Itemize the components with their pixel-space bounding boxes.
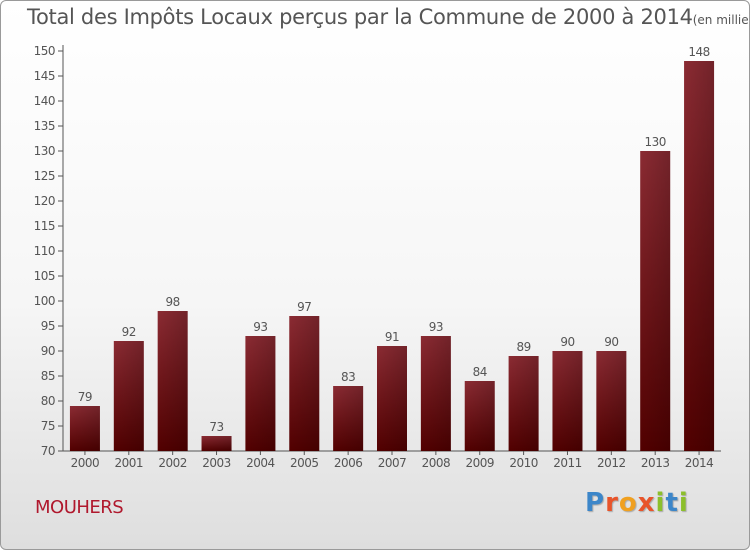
bar-2011 [552,351,583,451]
logo-letter: r [605,488,619,518]
bar-value-label: 97 [297,300,311,314]
bar-2013 [640,151,671,451]
bar-value-label: 130 [644,135,665,149]
bar-value-label: 93 [253,320,267,334]
x-tick-label: 2004 [246,456,275,470]
x-tick-label: 2008 [422,456,451,470]
chart-title-text: Total des Impôts Locaux perçus par la Co… [27,5,693,29]
y-tick-label: 105 [34,269,55,283]
chart-title: Total des Impôts Locaux perçus par la Co… [27,5,749,29]
bar-shade [508,356,539,451]
bar-2006 [333,386,364,451]
bar-2008 [420,336,451,451]
bar-shade [420,336,451,451]
logo-letter: P [585,488,606,518]
bar-value-label: 98 [166,295,180,309]
bar-2003 [201,436,232,451]
bar-shade [552,351,583,451]
logo-letter: x [637,488,656,518]
bar-shade [157,311,188,451]
bar-shade [245,336,276,451]
x-tick-label: 2011 [553,456,582,470]
x-tick-label: 2001 [115,456,144,470]
bar-value-label: 90 [560,335,574,349]
bar-2012 [596,351,627,451]
bar-value-label: 79 [78,390,92,404]
bar-shade [113,341,144,451]
bar-2004 [245,336,276,451]
bar-2009 [464,381,495,451]
proxiti-logo: Proxiti [585,488,689,518]
y-tick-label: 130 [34,144,55,158]
bar-value-label: 92 [122,325,136,339]
bar-2010 [508,356,539,451]
y-tick-label: 90 [41,344,55,358]
x-tick-label: 2007 [378,456,407,470]
bar-2007 [377,346,407,451]
x-tick-label: 2012 [597,456,626,470]
bar-2001 [113,341,144,451]
bar-2002 [157,311,188,451]
bar-shade [596,351,627,451]
chart-unit-label: (en milliers d'€) [692,13,749,27]
y-tick-label: 85 [41,369,55,383]
bar-value-label: 93 [429,320,443,334]
bar-value-label: 73 [209,420,223,434]
bar-shade [333,386,364,451]
commune-name: MOUHERS [35,497,124,518]
x-tick-label: 2003 [202,456,231,470]
bar-shade [201,436,232,451]
bar-2000 [69,406,100,451]
logo-letter: i [655,488,666,518]
x-tick-label: 2009 [465,456,494,470]
y-tick-label: 115 [34,219,55,233]
bar-value-label: 83 [341,370,355,384]
y-tick-label: 75 [41,419,55,433]
x-tick-label: 2010 [509,456,538,470]
bar-shade [377,346,407,451]
x-tick-label: 2002 [158,456,187,470]
y-tick-label: 110 [34,244,55,258]
bar-shade [464,381,495,451]
bar-shade [640,151,671,451]
bar-2014 [684,61,715,451]
logo-letter: i [678,488,689,518]
x-tick-label: 2000 [71,456,100,470]
bar-value-label: 84 [473,365,487,379]
y-tick-label: 100 [34,294,55,308]
bar-shade [69,406,100,451]
x-tick-label: 2006 [334,456,363,470]
bar-shade [289,316,320,451]
y-tick-label: 95 [41,319,55,333]
logo-letter: o [618,488,638,518]
y-tick-label: 120 [34,194,55,208]
y-tick-label: 80 [41,394,55,408]
x-tick-label: 2014 [685,456,714,470]
y-tick-label: 150 [34,44,55,58]
y-tick-label: 145 [34,69,55,83]
bar-value-label: 91 [385,330,399,344]
y-tick-label: 135 [34,119,55,133]
logo-letter: t [665,488,679,518]
bar-2005 [289,316,320,451]
bar-value-label: 90 [604,335,618,349]
y-tick-label: 70 [41,444,55,458]
y-tick-label: 125 [34,169,55,183]
x-tick-label: 2013 [641,456,670,470]
bar-value-label: 148 [688,45,709,59]
y-tick-label: 140 [34,94,55,108]
bar-shade [684,61,715,451]
x-tick-label: 2005 [290,456,319,470]
bar-value-label: 89 [516,340,530,354]
